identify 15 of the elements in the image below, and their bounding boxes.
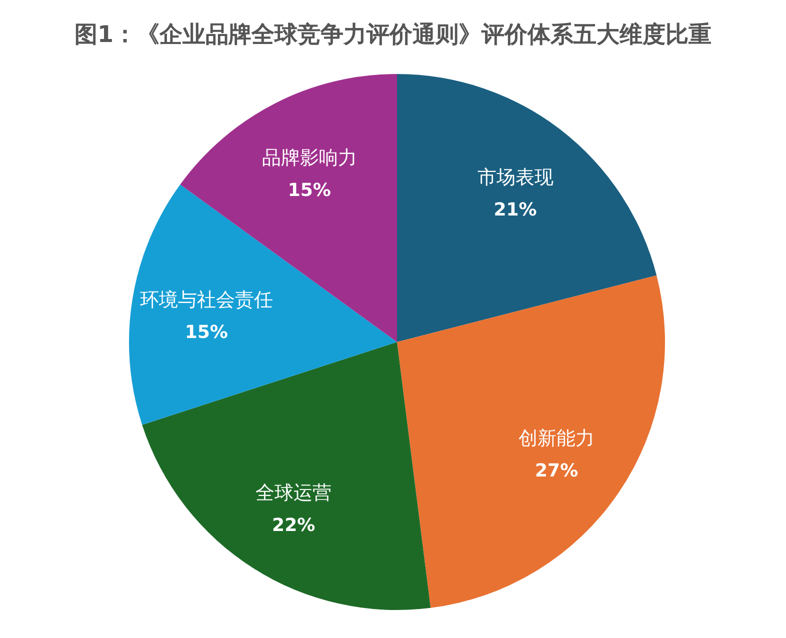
slice-label: 市场表现	[477, 166, 554, 189]
slice-label: 环境与社会责任	[140, 288, 273, 311]
pie-slice	[129, 184, 397, 425]
data-label: 22%	[272, 514, 316, 536]
data-label: 15%	[288, 180, 331, 202]
slice-label: 创新能力	[518, 427, 595, 450]
pie-slice	[397, 275, 665, 608]
slice-label: 全球运营	[256, 482, 332, 504]
pie-slice	[397, 74, 657, 342]
pie-slice	[142, 342, 431, 610]
chart-title: 图1：《企业品牌全球竞争力评价通则》评价体系五大维度比重	[74, 21, 712, 48]
data-label: 27%	[535, 460, 578, 482]
slice-label: 品牌影响力	[262, 147, 357, 170]
data-label: 15%	[184, 322, 228, 343]
data-label: 21%	[494, 200, 537, 221]
